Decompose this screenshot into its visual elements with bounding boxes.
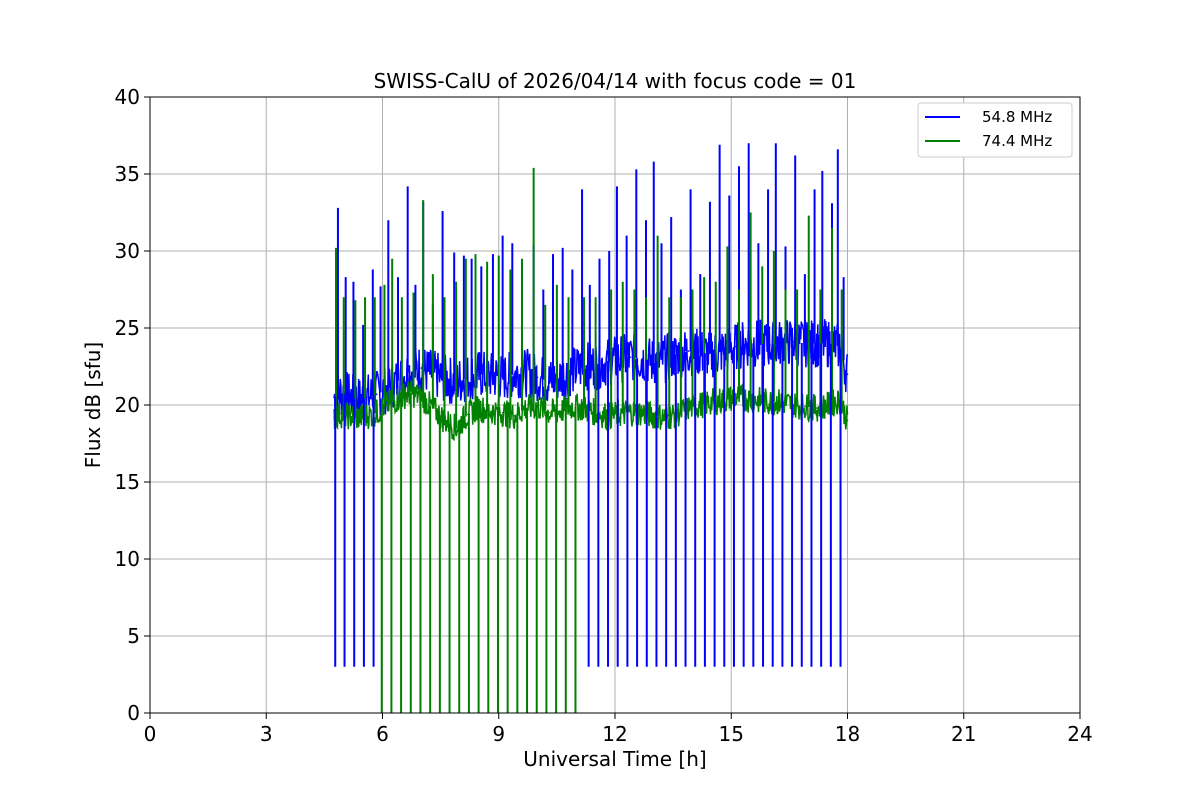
spikes-0 [336, 143, 845, 399]
y-tick-label: 20 [115, 393, 140, 417]
data-point [513, 373, 516, 376]
data-point [641, 358, 643, 360]
legend-label-54-8: 54.8 MHz [982, 108, 1052, 126]
x-tick-label: 6 [376, 722, 389, 746]
data-point [571, 405, 574, 408]
data-point [548, 411, 550, 414]
data-point [501, 411, 504, 414]
data-point [687, 350, 690, 352]
data-point [846, 373, 849, 376]
data-point [804, 405, 806, 408]
data-point [827, 342, 829, 345]
data-point [846, 419, 849, 422]
x-tick-label: 9 [492, 722, 505, 746]
data-point [339, 413, 341, 416]
legend: 54.8 MHz 74.4 MHz [917, 102, 1073, 158]
x-tick-label: 12 [602, 722, 627, 746]
legend-label-74-4: 74.4 MHz [982, 132, 1052, 150]
data-point [676, 353, 678, 355]
plot-series [333, 143, 849, 713]
chart-title: SWISS-CalU of 2026/04/14 with focus code… [374, 69, 857, 93]
data-point [375, 411, 378, 414]
data-point [478, 407, 481, 409]
data-point [420, 367, 423, 369]
axis-ticks: 0 3 6 9 12 15 18 21 24 0 5 10 15 20 25 30 35 40 [115, 85, 1093, 746]
data-point [525, 371, 527, 374]
data-point [375, 393, 378, 396]
data-point [559, 376, 562, 379]
data-point [478, 373, 481, 376]
y-axis-label: Flux dB [sfu] [81, 342, 105, 468]
data-point [559, 410, 562, 412]
x-axis-label: Universal Time [h] [523, 747, 706, 771]
data-point [490, 410, 492, 412]
dropouts-0 [334, 342, 842, 667]
y-tick-label: 40 [115, 85, 140, 109]
x-tick-label: 18 [835, 722, 860, 746]
y-tick-label: 10 [115, 547, 140, 571]
data-point [757, 399, 760, 402]
x-tick-label: 15 [719, 722, 744, 746]
y-tick-label: 35 [115, 162, 140, 186]
x-tick-label: 3 [260, 722, 273, 746]
y-tick-label: 30 [115, 239, 140, 263]
data-point [711, 401, 713, 403]
data-point [745, 398, 748, 400]
dropouts-1 [380, 393, 577, 713]
y-tick-label: 15 [115, 470, 140, 494]
data-point [838, 345, 841, 348]
data-point [356, 416, 359, 419]
data-point [687, 407, 690, 409]
data-point [745, 342, 748, 345]
data-point [548, 381, 550, 383]
y-tick-label: 0 [127, 701, 140, 725]
data-point [397, 398, 399, 400]
data-point [385, 404, 388, 406]
data-point [339, 391, 341, 394]
data-point [346, 394, 349, 397]
data-point [408, 370, 411, 372]
data-point [815, 342, 818, 345]
data-point [629, 411, 632, 414]
data-point [734, 345, 736, 348]
data-point [366, 396, 368, 399]
data-point [366, 414, 368, 417]
data-point [827, 404, 829, 406]
data-point [652, 414, 655, 417]
data-point [711, 353, 713, 355]
data-point [346, 414, 349, 417]
data-point [629, 356, 632, 359]
y-tick-label: 25 [115, 316, 140, 340]
series-line [333, 380, 849, 442]
data-point [490, 374, 492, 377]
y-tick-label: 5 [127, 624, 140, 648]
data-point [769, 344, 771, 346]
x-tick-label: 0 [144, 722, 157, 746]
x-tick-label: 21 [951, 722, 976, 746]
data-point [385, 388, 388, 391]
data-point [699, 404, 702, 406]
spikes-1 [335, 167, 843, 429]
data-point [641, 411, 643, 414]
data-point [815, 407, 818, 409]
data-point [466, 376, 469, 379]
data-point [408, 391, 411, 394]
data-point [513, 414, 516, 417]
data-point [769, 401, 771, 403]
data-point [356, 399, 359, 402]
x-tick-label: 24 [1067, 722, 1092, 746]
data-point [536, 376, 539, 379]
